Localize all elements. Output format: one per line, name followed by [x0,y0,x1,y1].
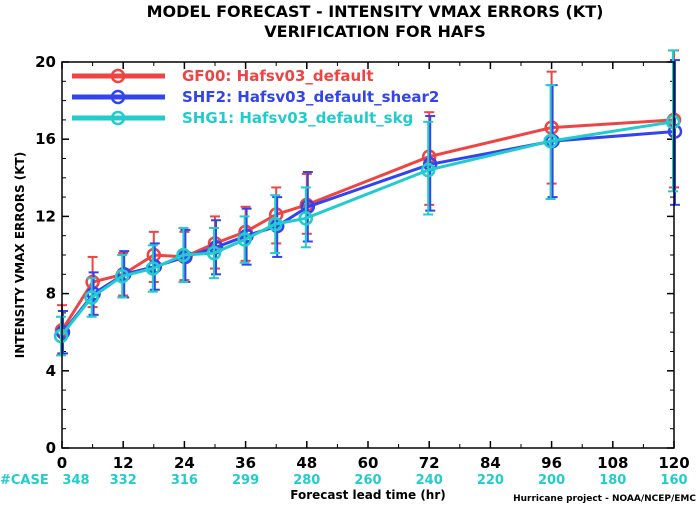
case-count: 160 [660,473,687,488]
x-tick-label: 12 [113,454,134,472]
data-point [84,290,99,305]
series-3 [53,49,681,357]
plot-frame [61,61,675,449]
data-point [114,268,130,284]
case-count: 280 [293,473,320,488]
y-tick-label: 20 [35,53,56,71]
legend-entry: SHF2: Hafsv03_default_shear2 [182,88,439,106]
data-point [665,114,681,130]
data-point [206,245,222,261]
legend-entry: SHG1: Hafsv03_default_skg [182,109,413,127]
data-point [667,124,683,139]
data-point [267,216,283,232]
series-line [60,118,675,332]
data-point [176,247,191,263]
y-axis-label: INTENSITY VMAX ERRORS (KT) [13,152,27,358]
data-point [53,328,69,344]
case-count: 220 [477,473,504,488]
chart-subtitle: VERIFICATION FOR HAFS [264,22,485,41]
chart-title: MODEL FORECAST - INTENSITY VMAX ERRORS (… [147,2,604,21]
legend-entry: GF00: Hafsv03_default [182,67,373,85]
legend-swatch-marker [110,110,126,126]
case-count: 316 [171,473,198,488]
data-point [420,162,436,178]
x-tick-label: 60 [358,454,379,472]
x-axis: 0 12 24 36 48 60 72 84 96 108 120 [57,62,690,472]
case-count: 299 [232,473,259,488]
data-point [145,261,161,276]
case-count: 348 [62,473,89,488]
y-axis: 0 4 8 12 16 20 [35,53,674,457]
case-count: 180 [599,473,626,488]
x-tick-label: 96 [541,454,562,472]
x-axis-label: Forecast lead time (hr) [290,488,446,502]
y-tick-label: 8 [46,285,56,303]
series-line [59,120,674,338]
case-count: 200 [538,473,565,488]
x-tick-label: 48 [296,454,317,472]
legend: GF00: Hafsv03_default SHF2: Hafsv03_defau… [72,67,439,127]
case-count: 332 [110,473,137,488]
x-tick-label: 84 [480,454,501,472]
legend-swatch-marker [110,68,126,84]
legend-swatch-marker [110,89,126,105]
case-counts-row: 348 332 316 299 280 260 240 220 200 180 160 [62,473,687,488]
data-point [237,232,252,247]
case-count: 240 [416,473,443,488]
y-tick-label: 4 [46,362,56,380]
y-tick-label: 16 [35,130,56,148]
x-tick-label: 120 [658,454,689,472]
case-label: #CASE [0,473,49,488]
x-tick-label: 0 [57,454,67,472]
data-point [298,211,314,226]
data-point [543,133,558,149]
y-tick-label: 12 [35,207,56,225]
y-tick-label: 0 [46,439,56,457]
case-count: 260 [354,473,381,488]
x-tick-label: 36 [235,454,256,472]
x-tick-label: 72 [419,454,440,472]
credit-text: Hurricane project - NOAA/NCEP/EMC [513,494,696,504]
x-tick-label: 24 [174,454,195,472]
x-tick-label: 108 [597,454,628,472]
